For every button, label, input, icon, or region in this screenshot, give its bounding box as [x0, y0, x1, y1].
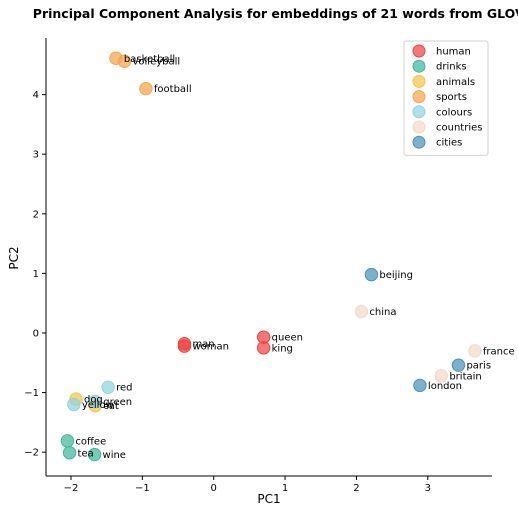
data-point-tea: [62, 446, 77, 460]
legend-label-animals: animals: [436, 77, 475, 88]
y-axis-label: PC2: [7, 246, 21, 269]
data-point-football: [139, 81, 153, 96]
point-label-football: football: [154, 84, 192, 95]
data-point-coffee: [60, 434, 75, 448]
legend-marker-drinks: [412, 59, 426, 73]
legend-label-countries: countries: [436, 123, 482, 134]
data-point-woman: [177, 339, 192, 353]
point-label-france: france: [483, 346, 515, 357]
x-tick-label: −1: [135, 483, 150, 494]
data-point-london: [413, 378, 427, 393]
point-label-king: king: [272, 343, 293, 354]
point-label-basketball: basketball: [124, 54, 175, 65]
point-label-paris: paris: [466, 361, 491, 372]
x-tick-label: 3: [425, 483, 431, 494]
x-tick-label: 0: [211, 483, 217, 494]
data-point-france: [468, 344, 482, 358]
data-point-king: [256, 341, 271, 355]
data-point-green: [88, 394, 102, 409]
point-label-london: london: [428, 381, 462, 392]
legend-marker-countries: [412, 120, 426, 134]
point-label-coffee: coffee: [75, 436, 106, 447]
data-point-beijing: [364, 267, 379, 282]
x-tick-label: 1: [282, 483, 288, 494]
point-label-dog: dog: [84, 395, 103, 406]
point-label-china: china: [369, 307, 396, 318]
y-tick-label: 1: [33, 269, 39, 280]
legend-marker-animals: [412, 74, 426, 88]
point-label-wine: wine: [103, 450, 126, 461]
legend-label-drinks: drinks: [436, 62, 467, 73]
point-label-man: man: [192, 339, 214, 350]
data-point-paris: [451, 358, 466, 372]
y-tick-label: −2: [24, 448, 39, 459]
legend-label-cities: cities: [436, 138, 462, 149]
point-label-green: green: [103, 397, 132, 408]
data-point-britain: [434, 369, 449, 383]
legend-marker-sports: [412, 90, 426, 104]
legend: human drinks animals sports colours countries…: [403, 40, 489, 156]
axes: −2 −1 0 1 2 3 −2 −1 0 1 2 3 4: [24, 38, 492, 494]
legend-label-colours: colours: [436, 107, 472, 118]
point-label-volleyball: volleyball: [132, 57, 180, 68]
point-label-yellow: yellow: [82, 400, 114, 411]
legend-label-human: human: [436, 47, 471, 58]
point-label-britain: britain: [449, 371, 481, 382]
chart-title: Principal Component Analysis for embeddi…: [33, 6, 518, 21]
y-tick-label: 2: [33, 209, 39, 220]
x-axis-label: PC1: [257, 492, 280, 506]
point-label-tea: tea: [78, 448, 94, 459]
point-label-queen: queen: [272, 333, 303, 344]
point-label-cat: cat: [103, 401, 119, 412]
y-tick-label: 0: [33, 328, 39, 339]
y-tick-label: 3: [33, 150, 39, 161]
point-label-red: red: [116, 383, 132, 394]
data-point-wine: [87, 447, 102, 462]
y-tick-label: −1: [24, 388, 39, 399]
legend-label-sports: sports: [436, 92, 467, 103]
x-tick-label: 2: [353, 483, 359, 494]
point-label-beijing: beijing: [379, 270, 413, 281]
legend-marker-human: [412, 44, 426, 58]
y-tick-label: 4: [33, 90, 39, 101]
data-point-yellow: [67, 397, 81, 412]
data-point-red: [101, 380, 115, 394]
legend-marker-colours: [412, 105, 426, 119]
data-point-volleyball: [117, 54, 132, 68]
legend-marker-cities: [412, 135, 426, 149]
x-tick-label: −2: [64, 483, 79, 494]
data-points: [60, 51, 482, 462]
point-label-woman: woman: [192, 342, 229, 353]
data-point-china: [354, 304, 369, 319]
